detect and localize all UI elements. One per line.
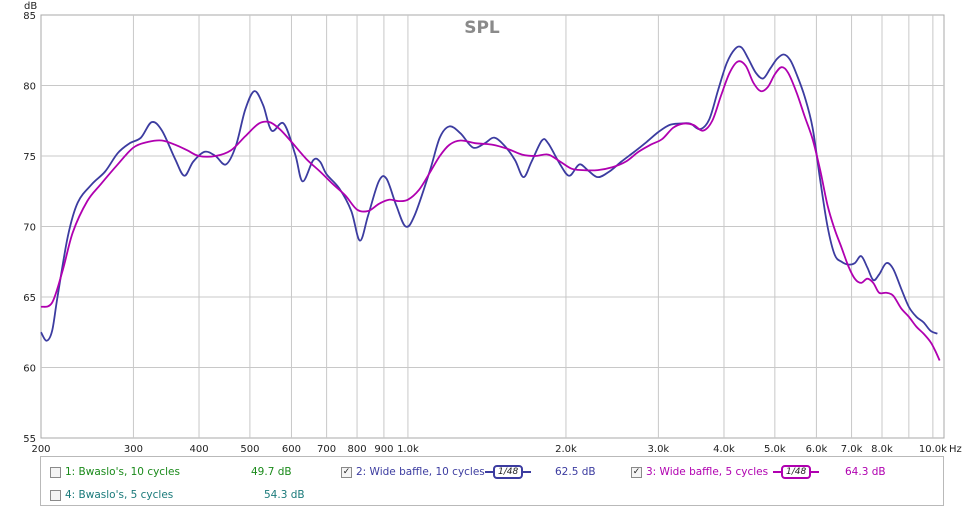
x-tick-label: 200 xyxy=(31,444,50,455)
legend-item-3-value: 64.3 dB xyxy=(845,466,886,478)
chart-title: SPL xyxy=(464,18,500,38)
legend-item-4-label: 4: Bwaslo's, 5 cycles xyxy=(65,489,174,501)
legend-item-4-value: 54.3 dB xyxy=(264,489,305,501)
y-unit-label: dB xyxy=(24,1,37,12)
x-tick-label: 800 xyxy=(348,444,367,455)
y-tick-label: 65 xyxy=(23,293,36,304)
legend-item-2-label: 2: Wide baffle, 10 cycles xyxy=(356,466,485,478)
legend-item-1-value: 49.7 dB xyxy=(251,466,292,478)
legend-item-4-checkbox[interactable] xyxy=(50,489,61,501)
x-tick-label: 2.0k xyxy=(555,444,577,455)
legend-panel: 1: Bwaslo's, 10 cycles 49.7 dB ✓ 2: Wide… xyxy=(40,456,944,506)
series-layer xyxy=(40,45,941,361)
y-tick-label: 75 xyxy=(23,152,36,163)
x-tick-label: 5.0k xyxy=(764,444,786,455)
x-unit-label: Hz xyxy=(949,444,962,455)
x-tick-label: 1.0k xyxy=(397,444,419,455)
legend-item-1-checkbox[interactable] xyxy=(50,466,61,478)
y-tick-label: 85 xyxy=(23,11,36,22)
y-tick-label: 80 xyxy=(23,82,36,93)
legend-item-3-checkbox[interactable]: ✓ xyxy=(631,466,642,478)
x-tick-label: 700 xyxy=(317,444,336,455)
series-line-2 xyxy=(40,45,938,342)
x-tick-label: 7.0k xyxy=(841,444,863,455)
legend-item-3: ✓ 3: Wide baffle, 5 cycles xyxy=(631,463,768,481)
legend-item-2-line-swatch-right xyxy=(523,471,532,473)
x-tick-label: 400 xyxy=(189,444,208,455)
legend-item-2-line-swatch xyxy=(485,471,493,473)
spl-chart: 200 300 400 500 600 700 800 900 1.0k 2.0k 3.0k 4.0k… xyxy=(23,1,962,455)
legend-item-2-smoothing-label: 1/48 xyxy=(493,465,524,479)
series-line-3 xyxy=(40,60,941,361)
legend-item-3-smoothing-label: 1/48 xyxy=(781,465,812,479)
y-tick-label: 70 xyxy=(23,223,36,234)
x-tick-labels: 200 300 400 500 600 700 800 900 1.0k 2.0k 3.0k 4.0k… xyxy=(31,444,947,455)
legend-item-3-line-swatch xyxy=(773,471,781,473)
x-tick-label: 8.0k xyxy=(871,444,893,455)
y-tick-label: 55 xyxy=(23,434,36,445)
legend-item-2-smoothing[interactable]: 1/48 xyxy=(485,465,532,479)
x-tick-label: 600 xyxy=(282,444,301,455)
x-tick-label: 6.0k xyxy=(806,444,828,455)
legend-item-3-smoothing[interactable]: 1/48 xyxy=(773,465,820,479)
x-tick-label: 3.0k xyxy=(648,444,670,455)
y-tick-label: 60 xyxy=(23,364,36,375)
legend-item-2: ✓ 2: Wide baffle, 10 cycles xyxy=(341,463,485,481)
legend-item-1: 1: Bwaslo's, 10 cycles xyxy=(50,463,180,481)
legend-item-2-value: 62.5 dB xyxy=(555,466,596,478)
y-tick-labels: 55 60 65 70 75 80 85 xyxy=(23,11,36,445)
legend-item-4: 4: Bwaslo's, 5 cycles xyxy=(50,486,173,504)
legend-item-1-label: 1: Bwaslo's, 10 cycles xyxy=(65,466,180,478)
legend-item-3-label: 3: Wide baffle, 5 cycles xyxy=(646,466,769,478)
x-tick-label: 300 xyxy=(124,444,143,455)
x-tick-label: 4.0k xyxy=(713,444,735,455)
x-tick-label: 10.0k xyxy=(919,444,947,455)
legend-item-3-line-swatch-right xyxy=(811,471,820,473)
x-tick-label: 500 xyxy=(240,444,259,455)
x-tick-label: 900 xyxy=(374,444,393,455)
legend-item-2-checkbox[interactable]: ✓ xyxy=(341,466,352,478)
